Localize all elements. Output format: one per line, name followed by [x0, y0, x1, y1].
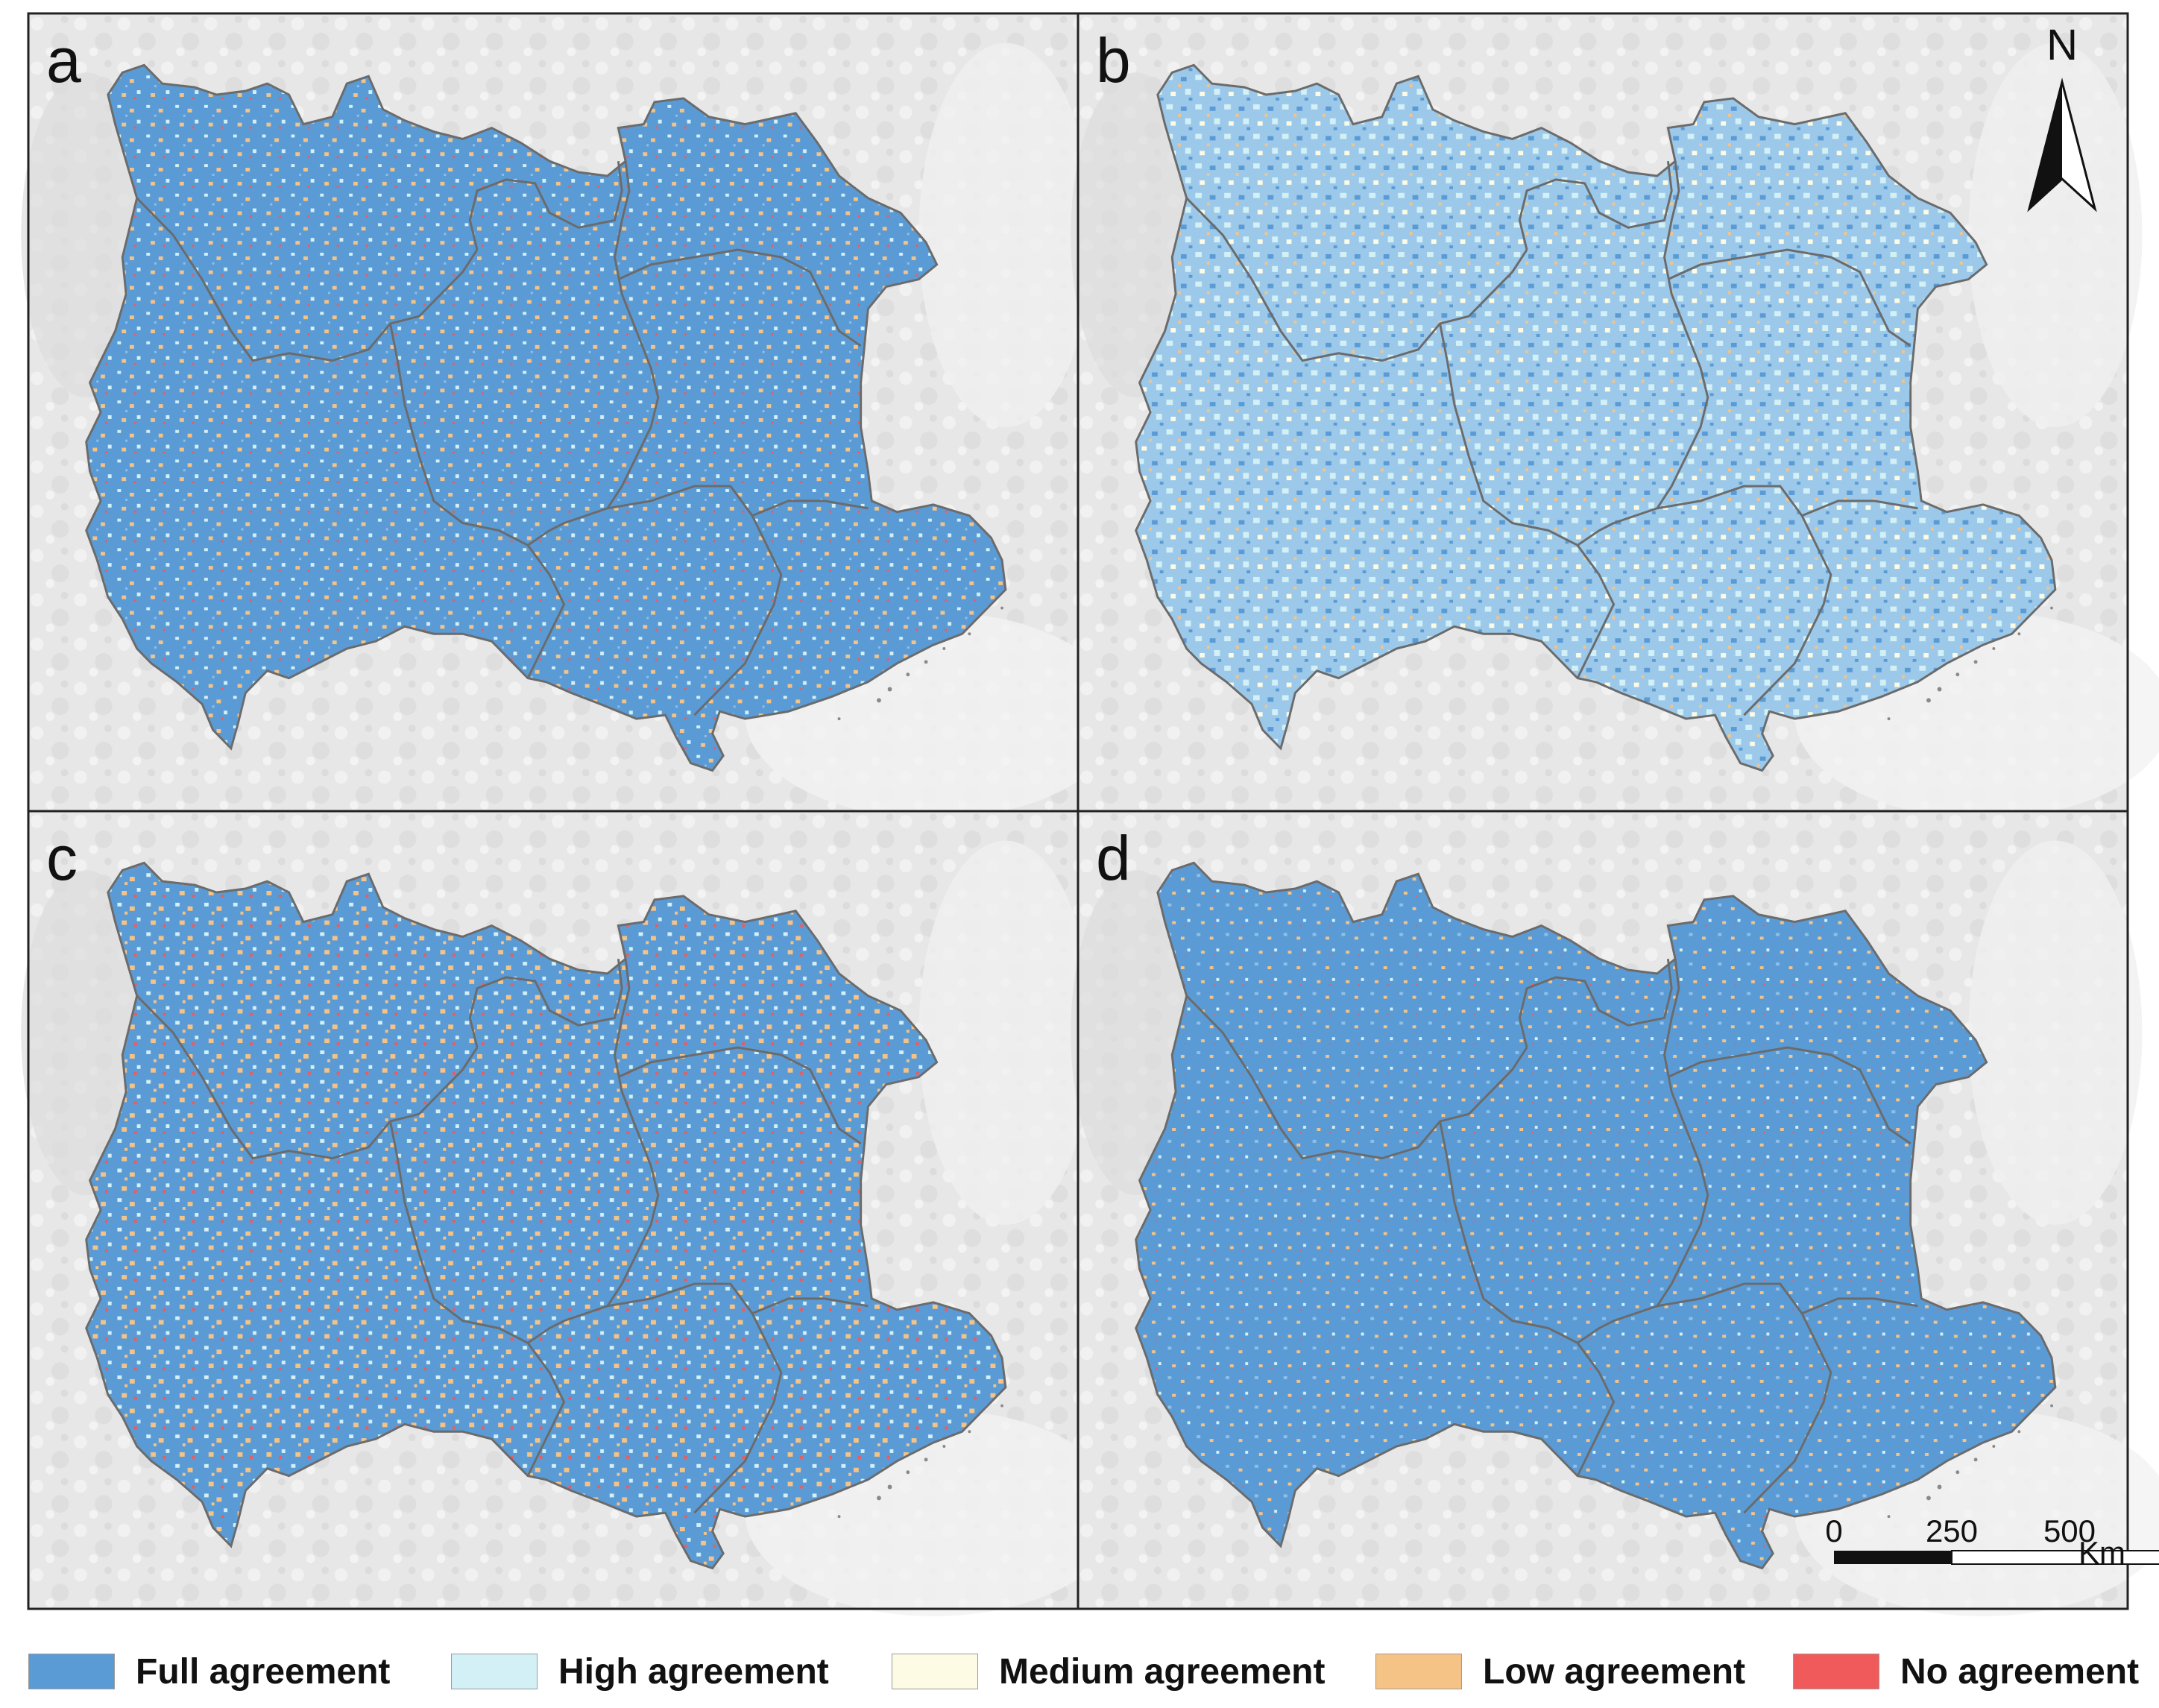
- figure: a b c d N 0 250 500 Km: [21, 12, 2159, 1616]
- legend-item-full-agreement: Full agreement: [28, 1651, 391, 1692]
- map-panel-a: a: [21, 12, 1122, 819]
- legend-item-low-agreement: Low agreement: [1375, 1651, 1746, 1692]
- legend-swatch: [28, 1654, 115, 1689]
- legend-swatch: [451, 1654, 538, 1689]
- panel-label-c: c: [46, 823, 78, 893]
- legend-label: Low agreement: [1483, 1651, 1746, 1692]
- legend-swatch: [892, 1654, 978, 1689]
- legend-label: High agreement: [558, 1651, 829, 1692]
- scale-tick-0: 0: [1825, 1513, 1842, 1548]
- legend-item-medium-agreement: Medium agreement: [892, 1651, 1326, 1692]
- legend-item-no-agreement: No agreement: [1793, 1651, 2140, 1692]
- legend-swatch: [1793, 1654, 1879, 1689]
- legend-swatch: [1375, 1654, 1462, 1689]
- legend-label: No agreement: [1900, 1651, 2140, 1692]
- north-arrow: N: [2027, 21, 2097, 212]
- panel-frame: [1077, 810, 2129, 1610]
- map-panel-d: d: [1071, 810, 2159, 1616]
- legend: Full agreement High agreement Medium agr…: [0, 1636, 2159, 1704]
- panels-layer: a b c d: [21, 12, 2159, 1616]
- map-panel-c: c: [21, 810, 1122, 1616]
- scale-tick-250: 250: [1926, 1513, 1978, 1548]
- map-panel-b: b: [1071, 12, 2159, 819]
- legend-item-high-agreement: High agreement: [451, 1651, 829, 1692]
- north-arrow-label: N: [2046, 21, 2078, 69]
- scale-bar: 0 250 500 Km: [1825, 1513, 2159, 1570]
- panel-label-b: b: [1096, 25, 1131, 95]
- legend-label: Medium agreement: [999, 1651, 1326, 1692]
- panel-label-d: d: [1096, 823, 1131, 893]
- panel-label-a: a: [46, 25, 81, 95]
- scale-unit: Km: [2078, 1535, 2125, 1570]
- scale-bar-black-segment: [1834, 1551, 1952, 1564]
- legend-label: Full agreement: [136, 1651, 391, 1692]
- scale-tick-500: 500: [2043, 1513, 2096, 1548]
- scale-bar-white-segment: [1951, 1550, 2159, 1565]
